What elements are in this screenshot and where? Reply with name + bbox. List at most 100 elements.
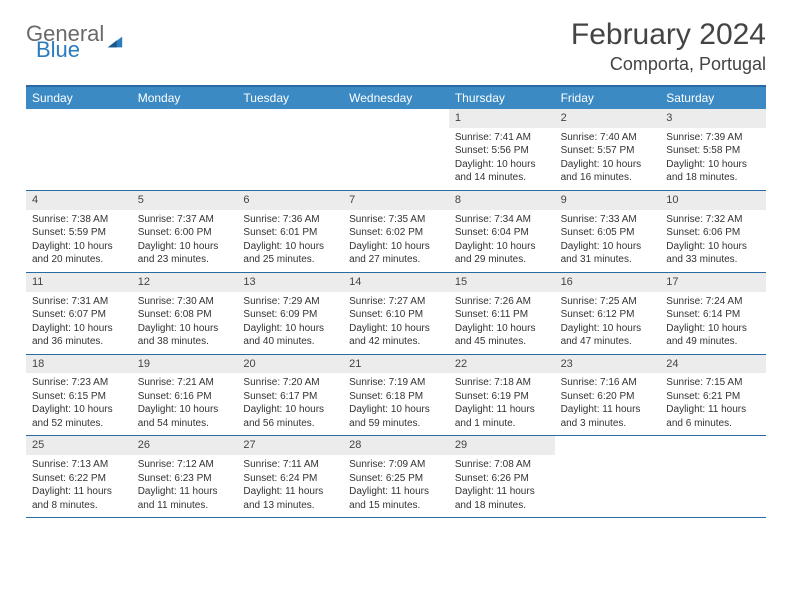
- day-cell: 15Sunrise: 7:26 AMSunset: 6:11 PMDayligh…: [449, 273, 555, 354]
- sunrise-text: Sunrise: 7:37 AM: [138, 213, 232, 227]
- day-info: Sunrise: 7:29 AMSunset: 6:09 PMDaylight:…: [237, 292, 343, 354]
- day-cell: 9Sunrise: 7:33 AMSunset: 6:05 PMDaylight…: [555, 191, 661, 272]
- day-cell: 11Sunrise: 7:31 AMSunset: 6:07 PMDayligh…: [26, 273, 132, 354]
- date-number: 22: [449, 355, 555, 374]
- date-number: [26, 109, 132, 113]
- sunset-text: Sunset: 6:00 PM: [138, 226, 232, 240]
- date-number: 28: [343, 436, 449, 455]
- daylight-text: Daylight: 10 hours and 31 minutes.: [561, 240, 655, 267]
- sunrise-text: Sunrise: 7:26 AM: [455, 295, 549, 309]
- day-cell: [555, 436, 661, 517]
- day-header: Tuesday: [237, 87, 343, 109]
- daylight-text: Daylight: 10 hours and 16 minutes.: [561, 158, 655, 185]
- date-number: 15: [449, 273, 555, 292]
- date-number: 8: [449, 191, 555, 210]
- day-header: Saturday: [660, 87, 766, 109]
- day-info: Sunrise: 7:18 AMSunset: 6:19 PMDaylight:…: [449, 373, 555, 435]
- daylight-text: Daylight: 10 hours and 20 minutes.: [32, 240, 126, 267]
- day-cell: 17Sunrise: 7:24 AMSunset: 6:14 PMDayligh…: [660, 273, 766, 354]
- sunset-text: Sunset: 6:01 PM: [243, 226, 337, 240]
- day-cell: 21Sunrise: 7:19 AMSunset: 6:18 PMDayligh…: [343, 355, 449, 436]
- day-cell: [660, 436, 766, 517]
- date-number: 24: [660, 355, 766, 374]
- date-number: [555, 436, 661, 440]
- sunrise-text: Sunrise: 7:15 AM: [666, 376, 760, 390]
- daylight-text: Daylight: 10 hours and 47 minutes.: [561, 322, 655, 349]
- day-info: Sunrise: 7:35 AMSunset: 6:02 PMDaylight:…: [343, 210, 449, 272]
- daylight-text: Daylight: 11 hours and 13 minutes.: [243, 485, 337, 512]
- daylight-text: Daylight: 11 hours and 18 minutes.: [455, 485, 549, 512]
- sunset-text: Sunset: 6:26 PM: [455, 472, 549, 486]
- date-number: 23: [555, 355, 661, 374]
- day-info: Sunrise: 7:11 AMSunset: 6:24 PMDaylight:…: [237, 455, 343, 517]
- sunset-text: Sunset: 6:16 PM: [138, 390, 232, 404]
- day-cell: 28Sunrise: 7:09 AMSunset: 6:25 PMDayligh…: [343, 436, 449, 517]
- sunrise-text: Sunrise: 7:19 AM: [349, 376, 443, 390]
- sunrise-text: Sunrise: 7:38 AM: [32, 213, 126, 227]
- date-number: [132, 109, 238, 113]
- day-cell: 23Sunrise: 7:16 AMSunset: 6:20 PMDayligh…: [555, 355, 661, 436]
- date-number: 4: [26, 191, 132, 210]
- date-number: 13: [237, 273, 343, 292]
- daylight-text: Daylight: 10 hours and 54 minutes.: [138, 403, 232, 430]
- sunrise-text: Sunrise: 7:34 AM: [455, 213, 549, 227]
- logo: General Blue: [26, 24, 124, 60]
- daylight-text: Daylight: 10 hours and 18 minutes.: [666, 158, 760, 185]
- sunrise-text: Sunrise: 7:27 AM: [349, 295, 443, 309]
- sunset-text: Sunset: 6:11 PM: [455, 308, 549, 322]
- date-number: 25: [26, 436, 132, 455]
- daylight-text: Daylight: 10 hours and 25 minutes.: [243, 240, 337, 267]
- daylight-text: Daylight: 10 hours and 33 minutes.: [666, 240, 760, 267]
- sunset-text: Sunset: 6:10 PM: [349, 308, 443, 322]
- daylight-text: Daylight: 10 hours and 52 minutes.: [32, 403, 126, 430]
- day-cell: 14Sunrise: 7:27 AMSunset: 6:10 PMDayligh…: [343, 273, 449, 354]
- sunrise-text: Sunrise: 7:25 AM: [561, 295, 655, 309]
- date-number: 16: [555, 273, 661, 292]
- day-cell: 29Sunrise: 7:08 AMSunset: 6:26 PMDayligh…: [449, 436, 555, 517]
- date-number: 20: [237, 355, 343, 374]
- sunrise-text: Sunrise: 7:24 AM: [666, 295, 760, 309]
- date-number: 27: [237, 436, 343, 455]
- day-cell: 1Sunrise: 7:41 AMSunset: 5:56 PMDaylight…: [449, 109, 555, 190]
- logo-text-blue: Blue: [36, 40, 104, 60]
- day-info: Sunrise: 7:21 AMSunset: 6:16 PMDaylight:…: [132, 373, 238, 435]
- daylight-text: Daylight: 10 hours and 27 minutes.: [349, 240, 443, 267]
- date-number: 10: [660, 191, 766, 210]
- day-info: Sunrise: 7:36 AMSunset: 6:01 PMDaylight:…: [237, 210, 343, 272]
- date-number: 2: [555, 109, 661, 128]
- week-row: 25Sunrise: 7:13 AMSunset: 6:22 PMDayligh…: [26, 436, 766, 518]
- day-header: Wednesday: [343, 87, 449, 109]
- sunset-text: Sunset: 5:57 PM: [561, 144, 655, 158]
- day-cell: 10Sunrise: 7:32 AMSunset: 6:06 PMDayligh…: [660, 191, 766, 272]
- day-cell: 18Sunrise: 7:23 AMSunset: 6:15 PMDayligh…: [26, 355, 132, 436]
- sunset-text: Sunset: 6:23 PM: [138, 472, 232, 486]
- day-info: Sunrise: 7:26 AMSunset: 6:11 PMDaylight:…: [449, 292, 555, 354]
- logo-triangle-icon: [106, 33, 124, 51]
- sunset-text: Sunset: 6:19 PM: [455, 390, 549, 404]
- day-info: Sunrise: 7:37 AMSunset: 6:00 PMDaylight:…: [132, 210, 238, 272]
- day-info: Sunrise: 7:27 AMSunset: 6:10 PMDaylight:…: [343, 292, 449, 354]
- sunset-text: Sunset: 6:02 PM: [349, 226, 443, 240]
- date-number: 18: [26, 355, 132, 374]
- date-number: 14: [343, 273, 449, 292]
- day-cell: 13Sunrise: 7:29 AMSunset: 6:09 PMDayligh…: [237, 273, 343, 354]
- date-number: 7: [343, 191, 449, 210]
- sunset-text: Sunset: 6:04 PM: [455, 226, 549, 240]
- day-info: Sunrise: 7:34 AMSunset: 6:04 PMDaylight:…: [449, 210, 555, 272]
- sunset-text: Sunset: 6:20 PM: [561, 390, 655, 404]
- sunset-text: Sunset: 5:58 PM: [666, 144, 760, 158]
- day-cell: 4Sunrise: 7:38 AMSunset: 5:59 PMDaylight…: [26, 191, 132, 272]
- day-info: Sunrise: 7:23 AMSunset: 6:15 PMDaylight:…: [26, 373, 132, 435]
- sunset-text: Sunset: 6:18 PM: [349, 390, 443, 404]
- sunrise-text: Sunrise: 7:39 AM: [666, 131, 760, 145]
- sunset-text: Sunset: 6:09 PM: [243, 308, 337, 322]
- daylight-text: Daylight: 11 hours and 15 minutes.: [349, 485, 443, 512]
- sunset-text: Sunset: 6:21 PM: [666, 390, 760, 404]
- date-number: 26: [132, 436, 238, 455]
- day-cell: 3Sunrise: 7:39 AMSunset: 5:58 PMDaylight…: [660, 109, 766, 190]
- sunrise-text: Sunrise: 7:23 AM: [32, 376, 126, 390]
- date-number: 5: [132, 191, 238, 210]
- day-cell: 24Sunrise: 7:15 AMSunset: 6:21 PMDayligh…: [660, 355, 766, 436]
- sunrise-text: Sunrise: 7:21 AM: [138, 376, 232, 390]
- date-number: [660, 436, 766, 440]
